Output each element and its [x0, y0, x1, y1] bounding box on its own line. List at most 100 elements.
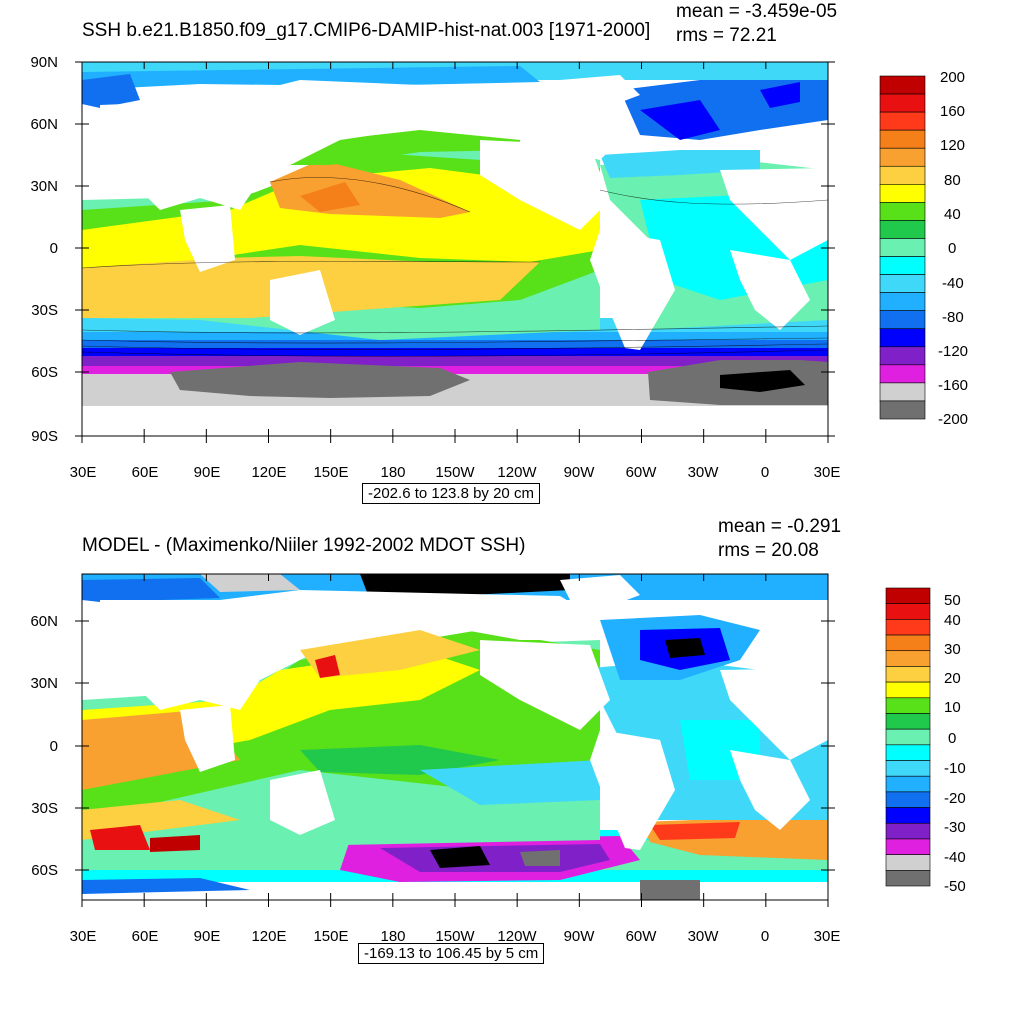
- colorbar-swatch: [885, 728, 931, 746]
- colorbar-label: 40: [944, 206, 961, 223]
- lat-label: 60N: [30, 613, 58, 630]
- lon-label: 0: [761, 928, 769, 945]
- lon-label: 120W: [497, 464, 537, 481]
- panel1-lat-labels: 90N 60N 30N 0 30S 60S 90S: [30, 54, 58, 445]
- colorbar-swatch: [885, 587, 931, 604]
- lon-label: 90W: [564, 928, 596, 945]
- colorbar-label: -40: [942, 275, 964, 292]
- colorbar-label: -30: [944, 819, 966, 836]
- colorbar-swatch: [885, 697, 931, 714]
- lon-label: 30E: [70, 928, 97, 945]
- colorbar-swatch: [879, 346, 926, 366]
- lon-label: 150E: [313, 928, 348, 945]
- lon-label: 60E: [132, 464, 159, 481]
- colorbar-label: 40: [944, 612, 961, 629]
- lon-label: 90E: [194, 464, 221, 481]
- panel2-ocean-field: [82, 574, 828, 900]
- lat-label: 90S: [31, 428, 58, 445]
- panel2-mean: mean = -0.291: [718, 516, 842, 537]
- colorbar-swatch: [879, 238, 926, 257]
- colorbar-swatch: [879, 292, 926, 311]
- panel2-lat-labels: 60N 30N 0 30S 60S: [30, 613, 58, 879]
- panel2-lon-labels: 30E 60E 90E 120E 150E 180 150W 120W 90W …: [70, 928, 841, 945]
- colorbar-swatch: [885, 681, 931, 699]
- colorbar-label: 10: [944, 699, 961, 716]
- lon-label: 90E: [194, 928, 221, 945]
- colorbar-swatch: [885, 619, 931, 636]
- lat-label: 0: [50, 240, 58, 257]
- panel1-range-label: -202.6 to 123.8 by 20 cm: [362, 483, 540, 504]
- colorbar-swatch: [885, 822, 931, 840]
- lat-label: 60N: [30, 116, 58, 133]
- colorbar-swatch: [879, 256, 926, 275]
- colorbar-label: 160: [940, 103, 965, 120]
- colorbar-label: -50: [944, 878, 966, 895]
- colorbar-label: 0: [948, 730, 956, 747]
- panel1-colorbar: [879, 75, 926, 420]
- colorbar-label: -10: [944, 760, 966, 777]
- panel2-rms: rms = 20.08: [718, 540, 819, 561]
- colorbar-swatch: [879, 111, 926, 131]
- colorbar-label: 50: [944, 592, 961, 609]
- colorbar-swatch: [879, 382, 926, 402]
- lon-label: 60W: [626, 464, 658, 481]
- lon-label: 90W: [564, 464, 596, 481]
- colorbar-label: -120: [938, 343, 968, 360]
- lat-label: 30S: [31, 302, 58, 319]
- colorbar-swatch: [885, 713, 931, 730]
- panel2-ticks: [75, 574, 835, 907]
- lon-label: 30E: [70, 464, 97, 481]
- lon-label: 120W: [497, 928, 537, 945]
- colorbar-swatch: [885, 634, 931, 652]
- colorbar-swatch: [879, 93, 926, 113]
- panel2-range-label: -169.13 to 106.45 by 5 cm: [358, 943, 545, 964]
- colorbar-swatch: [885, 650, 931, 667]
- lon-label: 30W: [688, 464, 720, 481]
- colorbar-swatch: [885, 775, 931, 793]
- colorbar-swatch: [885, 838, 931, 855]
- colorbar-swatch: [879, 364, 926, 384]
- colorbar-swatch: [879, 147, 926, 167]
- colorbar-swatch: [879, 165, 926, 185]
- lat-label: 30N: [30, 178, 58, 195]
- colorbar-swatch: [885, 760, 931, 777]
- lon-label: 30E: [814, 464, 841, 481]
- lon-label: 120E: [251, 928, 286, 945]
- colorbar-label: 0: [948, 240, 956, 257]
- colorbar-swatch: [879, 310, 926, 330]
- colorbar-label: 30: [944, 641, 961, 658]
- lon-label: 30E: [814, 928, 841, 945]
- panel2-title: MODEL - (Maximenko/Niiler 1992-2002 MDOT…: [82, 535, 526, 556]
- panel1-title: SSH b.e21.B1850.f09_g17.CMIP6-DAMIP-hist…: [82, 20, 651, 41]
- lon-label: 150W: [435, 464, 475, 481]
- panel1-map: 90N 60N 30N 0 30S 60S 90S 30E 60E 90E 12…: [30, 54, 968, 481]
- lon-label: 180: [380, 928, 405, 945]
- lon-label: 150E: [313, 464, 348, 481]
- colorbar-swatch: [885, 854, 931, 871]
- colorbar-swatch: [885, 744, 931, 761]
- panel2-colorbar: [885, 587, 931, 887]
- colorbar-label: 200: [940, 69, 965, 86]
- colorbar-swatch: [879, 400, 926, 420]
- colorbar-swatch: [879, 202, 926, 221]
- lat-label: 60S: [31, 862, 58, 879]
- colorbar-swatch: [879, 129, 926, 149]
- colorbar-label: 120: [940, 137, 965, 154]
- colorbar-swatch: [885, 807, 931, 824]
- panel2-colorbar-labels: 50 40 30 20 10 0 -10 -20 -30 -40 -50: [944, 592, 966, 895]
- panel1-colorbar-labels: 200 160 120 80 40 0 -40 -80 -120 -160 -2…: [938, 69, 968, 428]
- colorbar-swatch: [879, 220, 926, 239]
- lat-label: 60S: [31, 364, 58, 381]
- colorbar-label: -80: [942, 309, 964, 326]
- lat-label: 90N: [30, 54, 58, 71]
- colorbar-label: 20: [944, 670, 961, 687]
- colorbar-swatch: [879, 274, 926, 293]
- colorbar-swatch: [885, 666, 931, 683]
- lon-label: 60W: [626, 928, 658, 945]
- lon-label: 30W: [688, 928, 720, 945]
- colorbar-swatch: [885, 791, 931, 808]
- lon-label: 150W: [435, 928, 475, 945]
- panel1-lon-labels: 30E 60E 90E 120E 150E 180 150W 120W 90W …: [70, 464, 841, 481]
- panel1-mean: mean = -3.459e-05: [676, 1, 838, 22]
- lat-label: 30S: [31, 800, 58, 817]
